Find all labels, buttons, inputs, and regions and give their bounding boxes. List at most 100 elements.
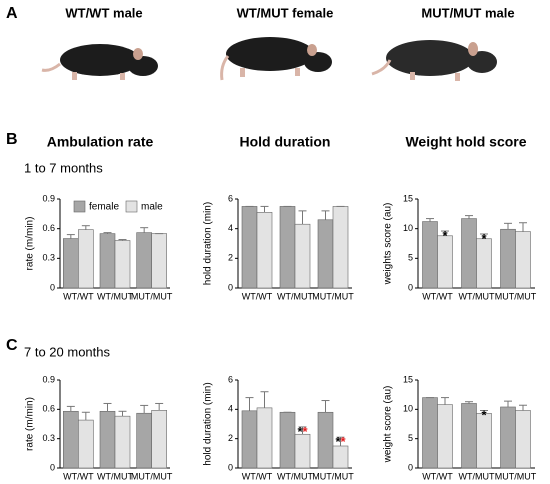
error-bar [66, 405, 75, 412]
x-tick-label: WT/MUT [277, 471, 313, 481]
error-bar [321, 210, 330, 220]
error-bar [480, 233, 488, 239]
photo-caption: WT/WT male [65, 5, 142, 20]
y-tick-label: 0 [408, 282, 413, 292]
significance-mark: ** [335, 435, 346, 450]
bar [279, 411, 296, 469]
bar [317, 411, 334, 469]
photo-caption: MUT/MUT male [421, 5, 514, 20]
error-bar [66, 234, 75, 239]
bar [63, 410, 79, 469]
y-tick-label: 4 [228, 404, 233, 414]
x-tick-label: MUT/MUT [312, 291, 354, 301]
x-tick-label: WT/WT [63, 291, 94, 301]
star: * [335, 435, 341, 450]
y-axis-label: rate (m/min) [25, 217, 36, 271]
bar [136, 412, 152, 469]
star: * [481, 231, 487, 246]
error-bar [426, 218, 434, 222]
y-tick-label: 0.3 [42, 433, 55, 443]
row-title: 1 to 7 months [24, 160, 103, 175]
panel-label: C [6, 337, 18, 354]
y-tick-label: 15 [403, 374, 413, 384]
x-tick-label: MUT/MUT [131, 471, 173, 481]
bar [241, 410, 258, 469]
bar [99, 410, 116, 469]
bar [515, 231, 531, 289]
mouse-photo [371, 40, 497, 81]
y-tick-label: 15 [403, 193, 413, 203]
bar [114, 240, 131, 289]
error-bar [155, 402, 164, 411]
bar [151, 410, 167, 469]
bar [437, 235, 453, 289]
error-bar [465, 215, 473, 219]
error-bar [260, 391, 269, 408]
legend-swatch [125, 200, 138, 213]
y-axis-label: weights score (au) [383, 203, 394, 286]
column-title: Weight hold score [405, 134, 526, 150]
error-bar [519, 222, 527, 232]
bar [500, 228, 516, 289]
bar [422, 397, 438, 469]
error-bar [245, 397, 254, 411]
bar [500, 406, 516, 469]
bar [332, 206, 349, 289]
y-tick-label: 0 [408, 462, 413, 472]
error-bar [441, 230, 449, 236]
y-tick-label: 5 [408, 433, 413, 443]
y-tick-label: 6 [228, 193, 233, 203]
bar [78, 419, 94, 469]
y-tick-label: 0.9 [42, 374, 55, 384]
significance-mark: * [481, 408, 487, 423]
panel-label: A [6, 5, 18, 22]
error-bar [260, 205, 269, 213]
star: * [297, 424, 303, 439]
legend-label: male [141, 202, 163, 213]
error-bar [441, 397, 449, 405]
y-tick-label: 0 [50, 462, 55, 472]
bar [256, 407, 273, 469]
bar [256, 212, 273, 289]
error-bar [298, 426, 307, 435]
y-tick-label: 2 [228, 253, 233, 263]
y-tick-label: 10 [403, 223, 413, 233]
significance-mark: ** [297, 424, 308, 439]
y-tick-label: 4 [228, 223, 233, 233]
x-tick-label: WT/MUT [459, 471, 495, 481]
x-tick-label: WT/MUT [459, 291, 495, 301]
bar [151, 233, 167, 289]
x-tick-label: WT/MUT [277, 291, 313, 301]
x-tick-label: MUT/MUT [312, 471, 354, 481]
y-tick-label: 0.6 [42, 223, 55, 233]
star: * [303, 424, 309, 439]
bar [461, 218, 477, 289]
bar [279, 206, 296, 289]
mouse-photo [220, 37, 332, 81]
error-bar [118, 410, 127, 417]
column-title: Ambulation rate [47, 134, 154, 150]
x-tick-label: WT/WT [242, 471, 273, 481]
y-axis-label: weight score (au) [383, 386, 394, 464]
y-tick-label: 0 [50, 282, 55, 292]
y-tick-label: 0 [228, 462, 233, 472]
y-axis-label: hold duration (min) [203, 202, 214, 285]
y-tick-label: 0.3 [42, 253, 55, 263]
bar [317, 219, 334, 289]
significance-mark: * [442, 228, 448, 243]
error-bar [480, 410, 488, 414]
bar [63, 238, 79, 289]
error-bar [103, 402, 112, 412]
x-tick-label: MUT/MUT [495, 471, 537, 481]
panel-label: B [6, 131, 18, 148]
bar [461, 403, 477, 469]
error-bar [140, 227, 149, 233]
bar [437, 404, 453, 469]
error-bar [321, 400, 330, 413]
star: * [341, 435, 347, 450]
x-tick-label: WT/MUT [97, 291, 133, 301]
bar [294, 223, 311, 289]
error-bar [81, 411, 90, 421]
column-title: Hold duration [240, 134, 331, 150]
